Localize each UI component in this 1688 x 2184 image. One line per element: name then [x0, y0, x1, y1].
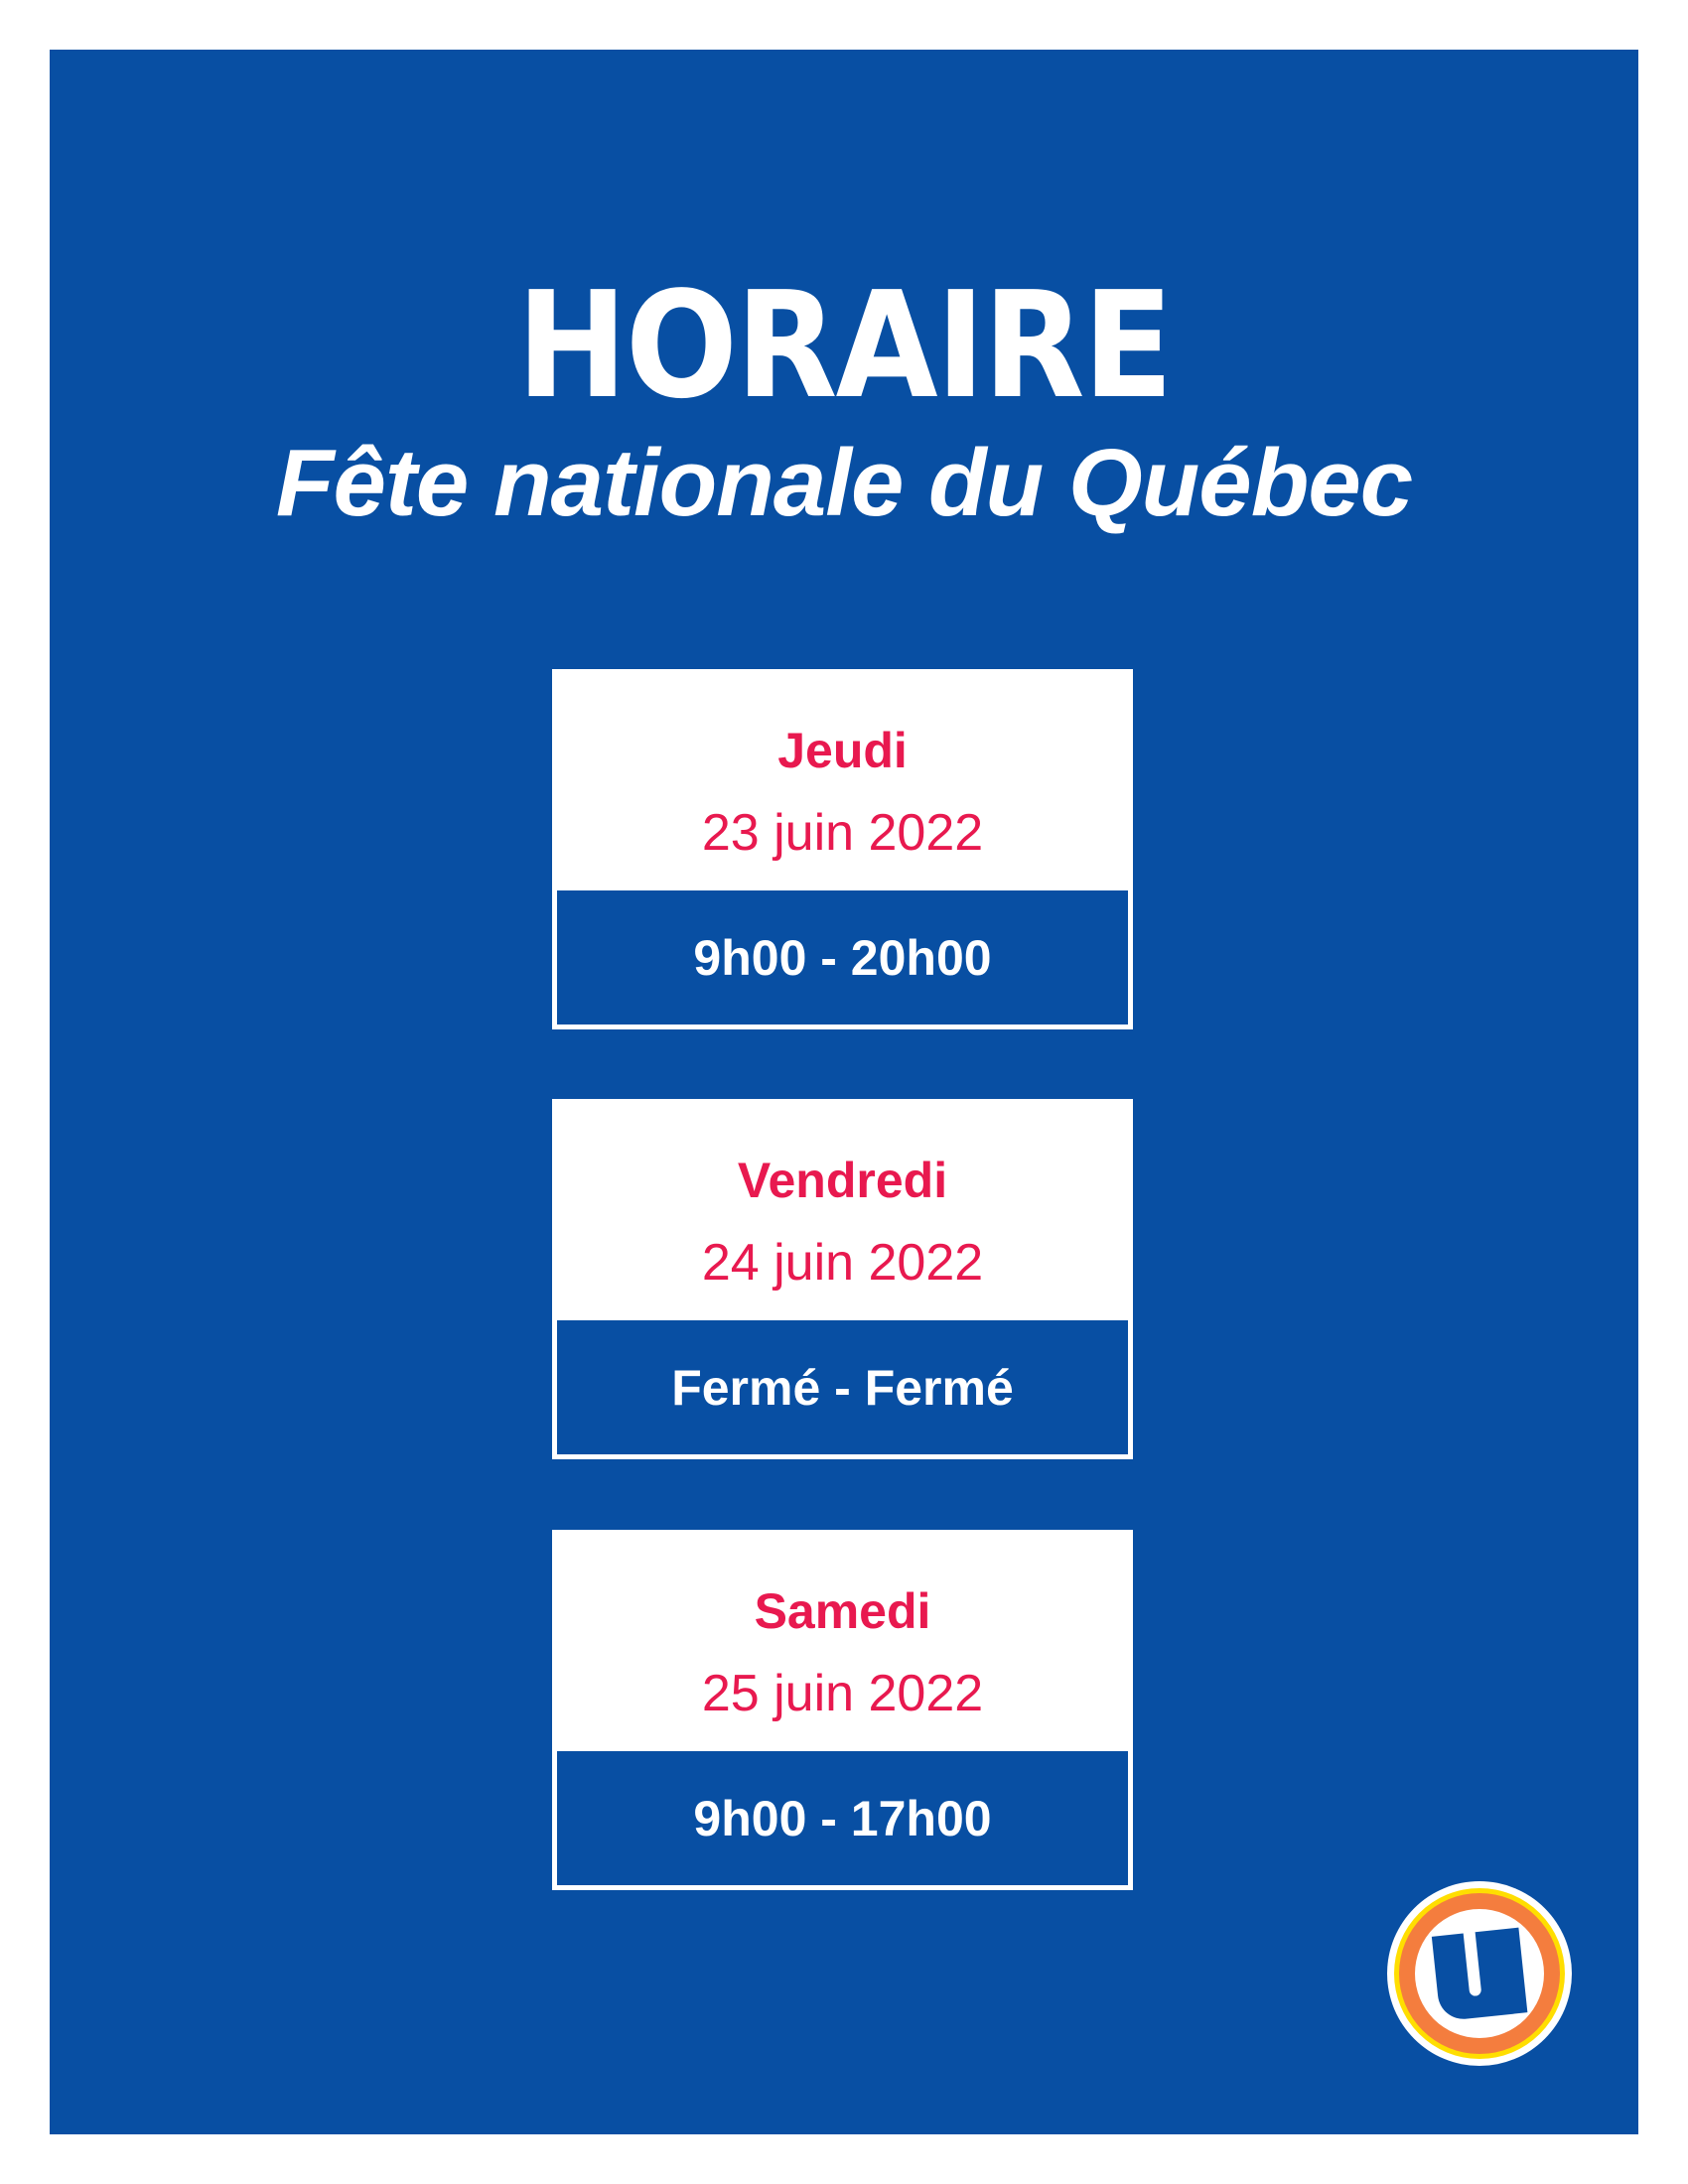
page-subtitle: Fête nationale du Québec: [275, 430, 1413, 536]
hours-label: Fermé - Fermé: [557, 1320, 1128, 1454]
page-title: HORAIRE: [516, 260, 1173, 431]
day-label: Vendredi: [737, 1153, 948, 1208]
hours-label: 9h00 - 20h00: [557, 890, 1128, 1024]
date-label: 24 juin 2022: [701, 1234, 984, 1292]
date-label: 23 juin 2022: [701, 804, 984, 862]
schedule-card-thursday: Jeudi 23 juin 2022 9h00 - 20h00: [552, 669, 1133, 1029]
day-label: Samedi: [754, 1583, 931, 1639]
schedule-card-friday: Vendredi 24 juin 2022 Fermé - Fermé: [552, 1099, 1133, 1459]
day-label: Jeudi: [777, 723, 908, 778]
hours-label: 9h00 - 17h00: [557, 1751, 1128, 1885]
date-label: 25 juin 2022: [701, 1665, 984, 1722]
schedule-card-saturday: Samedi 25 juin 2022 9h00 - 17h00: [552, 1530, 1133, 1890]
u-logo-icon: [1387, 1881, 1572, 2066]
